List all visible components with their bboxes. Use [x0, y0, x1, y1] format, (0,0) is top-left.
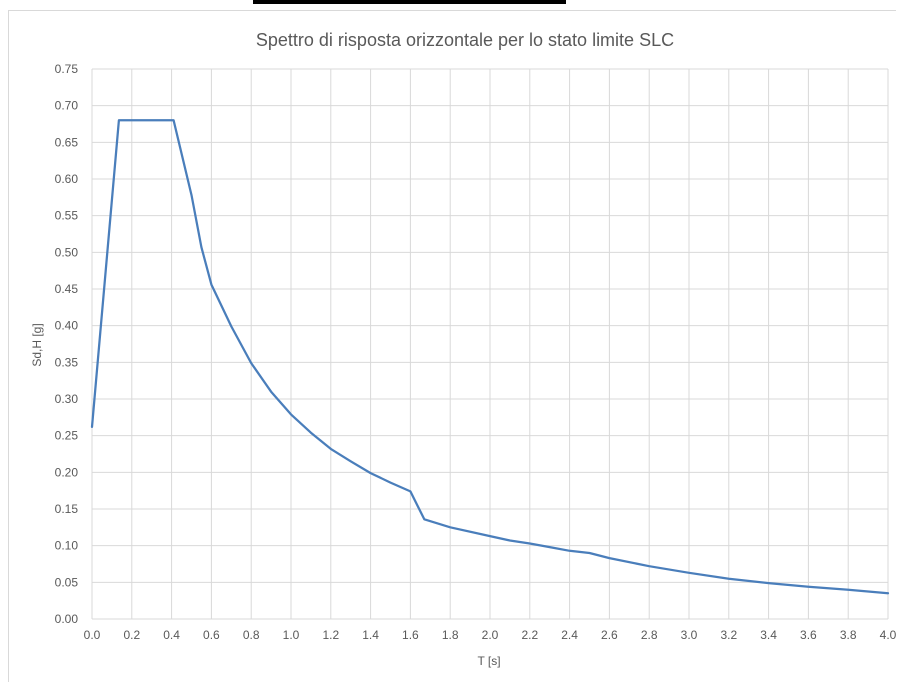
y-tick-label: 0.45 — [55, 282, 79, 296]
y-tick-label: 0.30 — [55, 392, 79, 406]
x-tick-label: 0.2 — [123, 628, 140, 642]
x-tick-label: 1.8 — [442, 628, 459, 642]
x-tick-label: 3.6 — [800, 628, 817, 642]
series-line — [90, 119, 890, 595]
y-tick-label: 0.65 — [55, 135, 79, 149]
y-tick-label: 0.20 — [55, 465, 79, 479]
top-redaction-bar — [253, 0, 566, 4]
x-tick-label: 0.0 — [84, 628, 101, 642]
series-group — [90, 119, 890, 595]
x-tick-label: 1.4 — [362, 628, 379, 642]
x-tick-label: 1.0 — [283, 628, 300, 642]
x-tick-label: 3.2 — [720, 628, 737, 642]
grid — [91, 68, 889, 620]
y-tick-label: 0.60 — [55, 172, 79, 186]
y-tick-label: 0.70 — [55, 99, 79, 113]
y-tick-label: 0.00 — [55, 612, 79, 626]
y-tick-label: 0.75 — [55, 62, 79, 76]
y-axis-ticks: 0.00 0.05 0.10 0.15 0.20 0.25 0.30 0.35 0.40 0.45… — [55, 62, 79, 626]
y-tick-label: 0.35 — [55, 355, 79, 369]
y-tick-label: 0.25 — [55, 429, 79, 443]
x-tick-label: 1.6 — [402, 628, 419, 642]
x-tick-label: 2.0 — [482, 628, 499, 642]
y-tick-label: 0.50 — [55, 245, 79, 259]
x-tick-label: 2.6 — [601, 628, 618, 642]
y-axis-title: Sd,H [g] — [30, 323, 44, 366]
chart-title: Spettro di risposta orizzontale per lo s… — [256, 30, 674, 50]
x-tick-label: 3.0 — [681, 628, 698, 642]
x-tick-label: 2.8 — [641, 628, 658, 642]
x-tick-label: 1.2 — [322, 628, 339, 642]
x-tick-label: 4.0 — [880, 628, 897, 642]
x-tick-label: 3.4 — [760, 628, 777, 642]
x-tick-label: 0.4 — [163, 628, 180, 642]
y-tick-label: 0.15 — [55, 502, 79, 516]
x-axis-ticks: 0.0 0.2 0.4 0.6 0.8 1.0 1.2 1.4 1.6 1.8 2.0 2.2 2.4 2… — [84, 628, 897, 642]
y-tick-label: 0.10 — [55, 539, 79, 553]
y-tick-label: 0.40 — [55, 319, 79, 333]
x-tick-label: 2.4 — [561, 628, 578, 642]
y-tick-label: 0.05 — [55, 575, 79, 589]
x-axis-title: T [s] — [477, 654, 500, 668]
x-tick-label: 3.8 — [840, 628, 857, 642]
x-tick-label: 0.6 — [203, 628, 220, 642]
x-tick-label: 2.2 — [521, 628, 538, 642]
chart-frame — [8, 10, 896, 682]
x-tick-label: 0.8 — [243, 628, 260, 642]
y-tick-label: 0.55 — [55, 209, 79, 223]
